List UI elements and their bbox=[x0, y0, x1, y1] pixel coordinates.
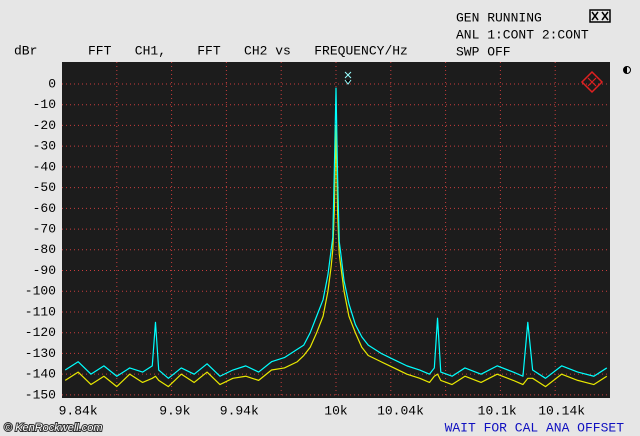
y-tick-label: -80 bbox=[33, 242, 56, 257]
x-tick-label: 9.84k bbox=[59, 403, 98, 418]
y-tick-label: 0 bbox=[48, 76, 56, 91]
generator-icon bbox=[589, 9, 611, 23]
x-tick-label: 10.14k bbox=[538, 403, 585, 418]
status-line: GEN RUNNING bbox=[456, 10, 542, 25]
footer-bar bbox=[0, 420, 640, 436]
y-tick-label: -110 bbox=[25, 304, 56, 319]
y-tick-label: -70 bbox=[33, 222, 56, 237]
y-tick-label: -60 bbox=[33, 201, 56, 216]
y-axis-label: dBr bbox=[14, 43, 37, 58]
rs-logo bbox=[580, 70, 604, 94]
trace bbox=[64, 124, 608, 388]
x-tick-label: 10.1k bbox=[478, 403, 517, 418]
peak-marker bbox=[344, 71, 352, 85]
y-tick-label: -10 bbox=[33, 97, 56, 112]
footer-message: WAIT FOR CAL ANA OFFSET bbox=[445, 420, 625, 435]
watermark: © KenRockwell.com bbox=[4, 422, 103, 434]
x-tick-label: 10.04k bbox=[377, 403, 424, 418]
status-line: SWP OFF bbox=[456, 44, 511, 59]
y-tick-label: -50 bbox=[33, 180, 56, 195]
y-tick-label: -140 bbox=[25, 367, 56, 382]
y-tick-label: -150 bbox=[25, 387, 56, 402]
y-tick-label: -100 bbox=[25, 284, 56, 299]
chart-title: FFT CH1, FFT CH2 vs FREQUENCY/Hz bbox=[88, 43, 408, 58]
y-tick-label: -120 bbox=[25, 325, 56, 340]
x-tick-label: 9.9k bbox=[159, 403, 190, 418]
x-tick-label: 10k bbox=[324, 403, 348, 418]
y-tick-label: -90 bbox=[33, 263, 56, 278]
x-tick-label: 9.94k bbox=[220, 403, 259, 418]
y-tick-label: -20 bbox=[33, 118, 56, 133]
status-indicator bbox=[623, 66, 631, 74]
trace bbox=[64, 87, 608, 379]
y-tick-label: -40 bbox=[33, 159, 56, 174]
status-line: ANL 1:CONT 2:CONT bbox=[456, 27, 589, 42]
y-tick-label: -130 bbox=[25, 346, 56, 361]
y-tick-label: -30 bbox=[33, 139, 56, 154]
